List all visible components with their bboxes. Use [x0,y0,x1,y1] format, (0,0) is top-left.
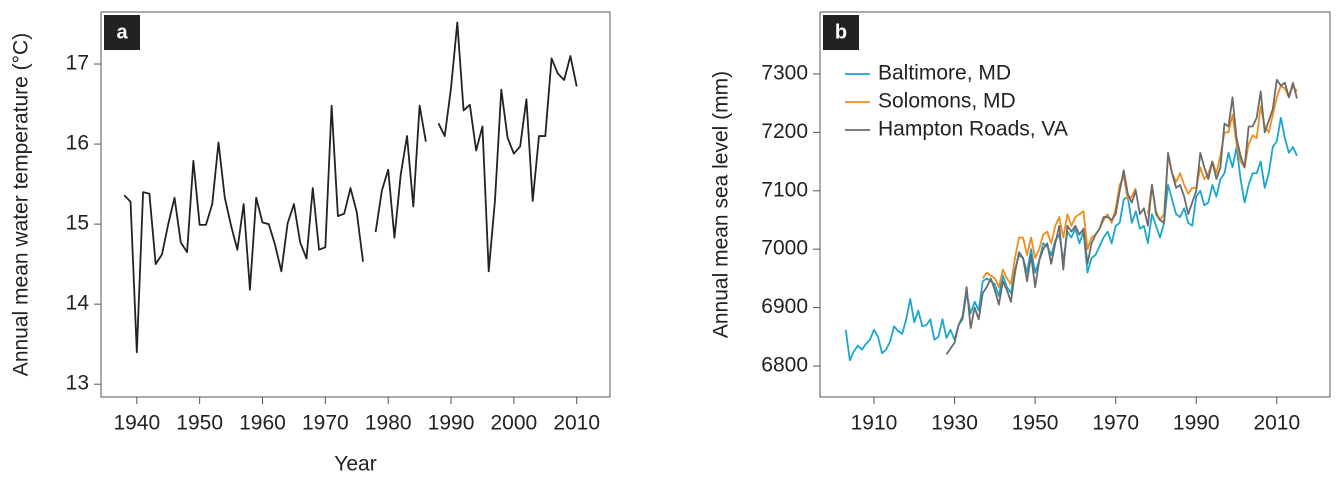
data-line [123,21,578,354]
x-tick-label: 1930 [931,412,978,435]
x-tick-label: 1950 [1012,412,1059,435]
panel-label-box [104,15,140,50]
x-tick-label: 1940 [113,412,160,435]
x-tick-label: 1980 [365,412,412,435]
y-axis-label: Annual mean sea level (mm) [710,71,733,338]
legend-label: Solomons, MD [878,90,1016,113]
legend-label: Hampton Roads, VA [878,118,1068,141]
x-tick-label: 1990 [1173,412,1220,435]
y-tick-label: 7100 [761,178,808,201]
legend-label: Baltimore, MD [878,62,1011,85]
x-tick-label: 1990 [428,412,475,435]
y-tick-label: 14 [66,292,90,315]
data-line [844,116,1298,362]
x-tick-label: 1960 [239,412,286,435]
x-tick-label: 1910 [851,412,898,435]
y-tick-label: 7300 [761,61,808,84]
panel-label: b [835,21,847,43]
y-axis-label: Annual mean water temperature (°C) [10,33,33,376]
y-tick-label: 7000 [761,237,808,260]
y-tick-label: 15 [66,212,89,235]
panel-label: a [116,21,128,43]
x-tick-label: 2000 [490,412,537,435]
x-axis-label: Year [334,453,376,476]
y-tick-label: 6900 [761,295,808,318]
y-tick-label: 13 [66,372,89,395]
x-tick-label: 2010 [1253,412,1300,435]
y-tick-label: 17 [66,52,89,75]
y-tick-label: 7200 [761,120,808,143]
x-tick-label: 1950 [176,412,223,435]
data-line [945,78,1298,355]
panel-label-box [823,15,859,50]
plot-frame [819,11,1331,398]
x-tick-label: 2010 [553,412,600,435]
x-tick-label: 1970 [302,412,349,435]
plot-frame [100,11,611,398]
x-tick-label: 1970 [1092,412,1139,435]
y-tick-label: 16 [66,132,89,155]
y-tick-label: 6800 [761,354,808,377]
